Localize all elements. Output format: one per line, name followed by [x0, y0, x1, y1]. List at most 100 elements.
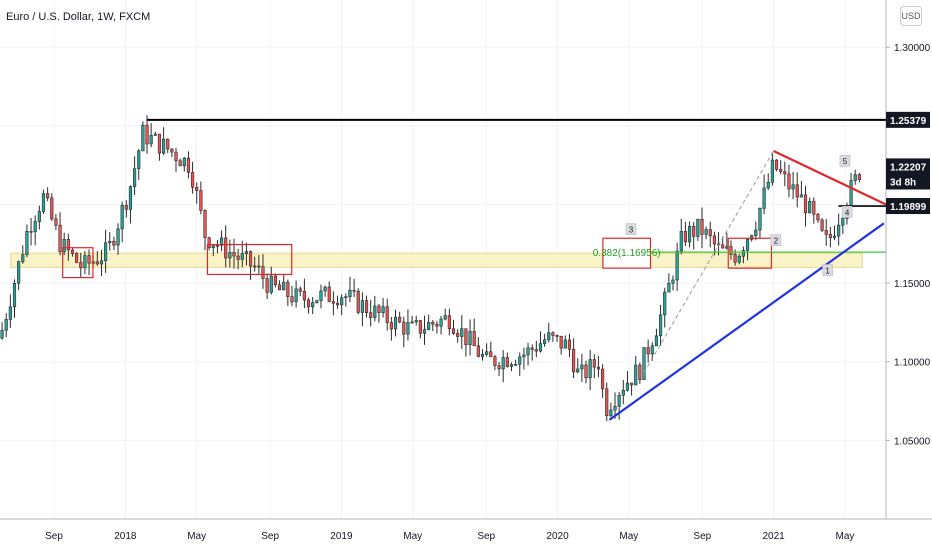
candle	[625, 382, 630, 391]
candle	[617, 394, 621, 407]
candle	[650, 345, 654, 355]
candle	[87, 255, 91, 264]
candle	[323, 286, 327, 292]
candle	[340, 297, 344, 306]
candle	[282, 281, 286, 291]
wave-label: 5	[843, 157, 848, 166]
candle	[766, 181, 770, 189]
candle	[439, 318, 443, 327]
candle	[853, 174, 857, 181]
candle	[476, 345, 480, 357]
fib-dashed-line	[643, 150, 775, 373]
candle	[576, 368, 580, 373]
candle	[596, 366, 601, 370]
candle	[162, 138, 166, 154]
time-tick-label: 2021	[763, 531, 786, 542]
candle	[795, 184, 799, 198]
candle	[605, 388, 609, 416]
candle	[638, 364, 642, 380]
candle	[447, 315, 451, 330]
highlight-box	[206, 243, 293, 276]
candle	[344, 296, 348, 298]
candle	[104, 242, 108, 261]
candle	[754, 229, 758, 236]
candle	[393, 316, 398, 330]
candle	[543, 339, 547, 344]
candle	[153, 133, 157, 136]
candle	[538, 343, 543, 352]
wave-label: 4	[845, 208, 850, 217]
time-tick-label: May	[619, 531, 638, 542]
candle	[112, 240, 116, 246]
candle	[762, 187, 766, 209]
price-tick-label: 1.30000	[894, 43, 931, 54]
candle	[66, 239, 70, 251]
price-label-bg	[886, 158, 930, 175]
candle	[530, 347, 534, 350]
candle	[75, 253, 79, 263]
price-tick-label: 1.05000	[894, 436, 931, 447]
candle	[497, 365, 501, 370]
wave-label: 2	[774, 237, 779, 246]
candle	[373, 305, 377, 318]
time-tick-label: 2019	[330, 531, 353, 542]
candle	[145, 124, 149, 145]
candle	[253, 265, 257, 268]
candle	[402, 321, 406, 335]
candle	[679, 231, 683, 252]
candle	[737, 255, 741, 263]
candle	[712, 235, 716, 245]
candle	[311, 302, 315, 308]
wave-label: 1	[825, 267, 830, 276]
candle	[671, 279, 675, 284]
candle	[824, 230, 828, 235]
candle	[704, 229, 708, 235]
candle	[398, 316, 402, 323]
resistance-trendline	[773, 149, 887, 206]
candle	[696, 218, 700, 237]
candle	[406, 322, 410, 335]
candle	[629, 382, 634, 386]
candle	[319, 290, 323, 301]
candle	[244, 251, 249, 254]
candle	[269, 275, 273, 293]
candle	[335, 302, 340, 306]
candle	[157, 133, 162, 154]
candle	[654, 335, 659, 347]
candle	[518, 356, 522, 365]
candle	[248, 251, 253, 267]
candle	[236, 255, 240, 260]
candle	[414, 320, 418, 323]
candle	[509, 364, 514, 367]
candle	[427, 322, 431, 330]
candle	[501, 357, 505, 370]
candles	[0, 115, 861, 422]
candle	[547, 332, 551, 341]
candle	[369, 312, 373, 318]
candle	[79, 262, 83, 269]
candle	[613, 405, 617, 411]
candle	[460, 328, 464, 337]
candle	[505, 357, 509, 367]
candle	[551, 332, 555, 336]
candle	[559, 335, 563, 349]
candle	[857, 174, 861, 180]
candle	[219, 237, 224, 246]
candle	[170, 148, 174, 153]
currency-button[interactable]: USD	[900, 6, 922, 26]
candle	[443, 315, 447, 320]
candle	[120, 204, 124, 230]
candle	[592, 359, 596, 368]
candle	[33, 221, 37, 233]
price-label-bg	[886, 198, 930, 215]
candle	[203, 210, 207, 238]
candle	[302, 291, 306, 301]
candle	[108, 240, 112, 244]
candle	[298, 288, 302, 292]
candle	[0, 329, 4, 339]
candle	[360, 300, 364, 313]
candle	[779, 169, 783, 172]
price-label: 1.22207	[890, 162, 927, 173]
